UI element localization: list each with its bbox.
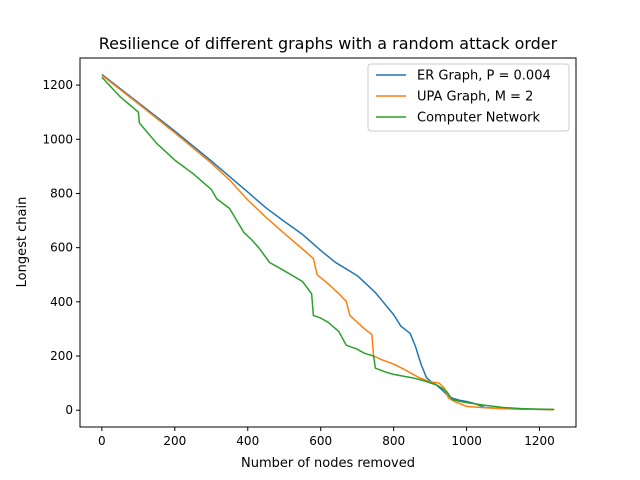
x-axis: 0 200 400 600 800 1000 1200 xyxy=(98,427,555,448)
y-tick-label: 400 xyxy=(50,295,73,309)
y-axis: 0 200 400 600 800 1000 1200 xyxy=(42,78,80,417)
x-tick-label: 400 xyxy=(236,434,259,448)
y-tick-label: 1200 xyxy=(42,78,73,92)
y-tick-label: 200 xyxy=(50,349,73,363)
x-tick-label: 600 xyxy=(309,434,332,448)
x-tick-label: 0 xyxy=(98,434,106,448)
x-axis-label: Number of nodes removed xyxy=(241,456,415,471)
series-line-1 xyxy=(101,73,555,411)
x-tick-label: 1200 xyxy=(524,434,555,448)
y-axis-label: Longest chain xyxy=(15,197,30,288)
legend-box xyxy=(367,63,570,132)
axes-frame xyxy=(79,57,577,428)
series-line-2 xyxy=(101,74,555,411)
plot-area xyxy=(101,73,555,411)
x-tick-label: 800 xyxy=(382,434,405,448)
y-tick-label: 800 xyxy=(50,186,73,200)
legend-label-3: Computer Network xyxy=(417,111,541,126)
chart-title: Resilience of different graphs with a ra… xyxy=(99,34,558,53)
legend: ER Graph, P = 0.004 UPA Graph, M = 2 Compu… xyxy=(367,63,570,132)
x-tick-label: 200 xyxy=(163,434,186,448)
legend-label-1: ER Graph, P = 0.004 xyxy=(417,69,551,84)
y-tick-label: 1000 xyxy=(42,132,73,146)
y-tick-label: 600 xyxy=(50,241,73,255)
x-tick-label: 1000 xyxy=(451,434,482,448)
series-line-3 xyxy=(101,76,555,411)
legend-label-2: UPA Graph, M = 2 xyxy=(417,90,533,105)
y-tick-label: 0 xyxy=(65,403,73,417)
